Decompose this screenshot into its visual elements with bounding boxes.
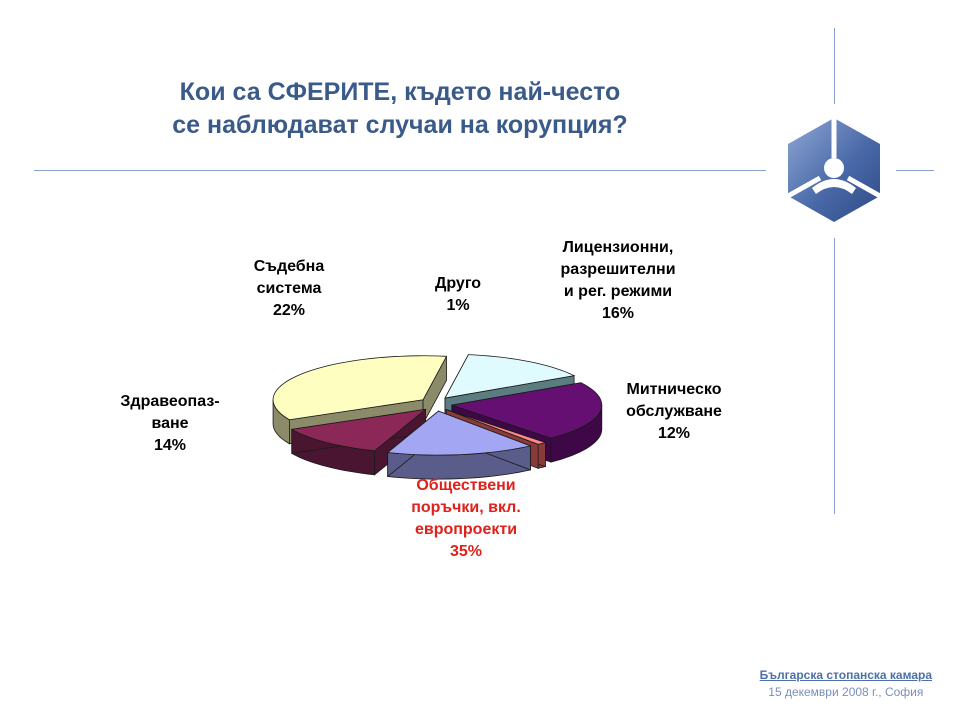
organization-link[interactable]: Българска стопанска камара <box>759 668 932 682</box>
pie-slice-label-line: 1% <box>446 297 469 314</box>
chart-title: Кои са СФЕРИТЕ, където най-често се набл… <box>110 76 690 142</box>
pie-slice-label-line: и рег. режими <box>564 283 672 300</box>
pie-slice-label-line: Обществени <box>416 477 515 494</box>
pie-slice-label-line: Съдебна <box>254 258 325 275</box>
pie-slice-label-line: Друго <box>435 275 481 292</box>
pie-slice-label-line: ване <box>151 415 188 432</box>
pie-slice-label-line: разрешителни <box>560 261 675 278</box>
pie-slice-label-2: Съдебна система 22% <box>254 258 325 319</box>
pie-slice-4 <box>386 410 532 480</box>
pie-slice-top-4 <box>386 410 532 456</box>
footer-date: 15 декември 2008 г., София <box>768 685 924 699</box>
divider-horizontal-left <box>34 170 766 171</box>
divider-vertical-top <box>834 28 835 104</box>
pie-slice-label-line: система <box>257 280 322 297</box>
pie-slice-top-2 <box>451 382 603 439</box>
pie-slice-label-line: Здравеопаз- <box>120 393 219 410</box>
pie-slice-label-4: Лицензионни, разрешителни и рег. режими 16% <box>560 239 675 322</box>
pie-slice-top-5 <box>290 408 427 452</box>
pie-slice-label-line: обслужване <box>626 403 722 420</box>
pie-slice-label-line: поръчки, вкл. <box>411 499 521 516</box>
pie-slice-label-5: Митническо обслужване 12% <box>626 381 722 442</box>
pie-slice-label-0: Обществени поръчки, вкл. европроекти 35% <box>411 477 521 560</box>
pie-slice-label-line: европроекти <box>415 521 517 538</box>
pie-slice-label-line: 12% <box>658 425 690 442</box>
pie-slice-label-line: 22% <box>273 302 305 319</box>
pie-slice-label-line: Лицензионни, <box>563 239 674 256</box>
chart-title-line-1: Кои са СФЕРИТЕ, където най-често <box>179 78 621 106</box>
divider-vertical-bottom <box>834 238 835 514</box>
pie-slice-label-line: 16% <box>602 305 634 322</box>
chart-title-line-2: се наблюдават случаи на корупция? <box>172 111 628 139</box>
divider-horizontal-right <box>896 170 934 171</box>
pie-slice-top-3 <box>446 409 546 445</box>
pie-slice-top-0 <box>272 355 448 421</box>
pie-slice-label-line: 14% <box>154 437 186 454</box>
pie-slice-top-1 <box>444 353 576 399</box>
footer: Българска стопанска камара 15 декември 2… <box>760 667 932 701</box>
pie-slice-label-line: 35% <box>450 543 482 560</box>
pie-slice-label-1: Здравеопаз-ване 14% <box>120 393 219 454</box>
pie-slice-label-3: Друго 1% <box>435 275 481 314</box>
hexagon-person-logo <box>786 118 882 222</box>
pie-slice-label-line: Митническо <box>627 381 722 398</box>
